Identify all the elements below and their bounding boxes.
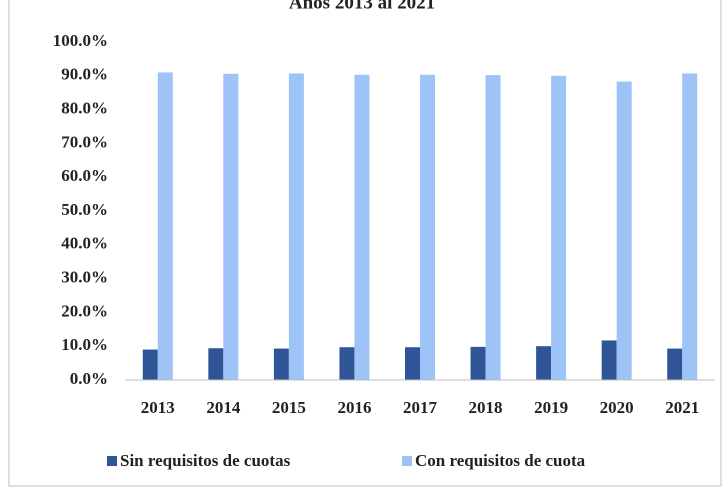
legend-swatch — [402, 456, 412, 466]
legend-label: Sin requisitos de cuotas — [120, 451, 291, 470]
bar — [339, 347, 355, 380]
y-tick-label: 90.0% — [61, 65, 108, 84]
x-tick-label: 2014 — [206, 398, 241, 417]
bar — [667, 348, 683, 380]
bar — [142, 349, 158, 380]
bar — [485, 75, 501, 381]
chart-title: Años 2013 al 2021 — [289, 0, 435, 13]
x-tick-label: 2017 — [403, 398, 438, 417]
bar — [682, 73, 698, 381]
bar — [551, 75, 567, 381]
y-tick-label: 0.0% — [70, 369, 108, 388]
x-tick-label: 2015 — [272, 398, 306, 417]
x-tick-label: 2016 — [337, 398, 371, 417]
bar — [601, 340, 617, 380]
y-tick-label: 100.0% — [53, 31, 108, 50]
x-tick-label: 2018 — [469, 398, 503, 417]
bar — [405, 347, 420, 380]
y-tick-label: 70.0% — [61, 132, 108, 151]
chart-border — [8, 0, 722, 487]
bar — [288, 73, 304, 381]
y-tick-label: 30.0% — [61, 268, 108, 287]
bar — [420, 74, 435, 380]
legend-label: Con requisitos de cuota — [415, 451, 586, 470]
bar — [536, 346, 552, 380]
y-tick-label: 20.0% — [61, 301, 108, 320]
bar — [273, 348, 289, 380]
x-tick-label: 2020 — [600, 398, 634, 417]
y-tick-label: 50.0% — [61, 200, 108, 219]
y-tick-label: 10.0% — [61, 335, 108, 354]
bar — [208, 348, 224, 380]
y-tick-label: 80.0% — [61, 99, 108, 118]
x-tick-label: 2013 — [141, 398, 175, 417]
y-tick-label: 60.0% — [61, 166, 108, 185]
x-tick-label: 2021 — [665, 398, 699, 417]
y-tick-label: 40.0% — [61, 234, 108, 253]
bar — [616, 81, 632, 381]
bar — [157, 72, 173, 381]
bar — [354, 74, 370, 380]
legend-swatch — [107, 456, 117, 466]
bar — [223, 73, 239, 380]
bar — [470, 346, 486, 380]
x-tick-label: 2019 — [534, 398, 568, 417]
